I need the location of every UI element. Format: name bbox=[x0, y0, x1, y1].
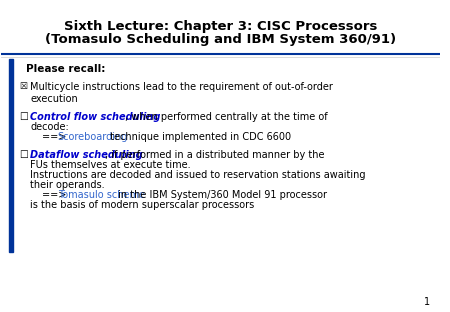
Text: Dataflow scheduling: Dataflow scheduling bbox=[31, 150, 143, 160]
Text: (Tomasulo Scheduling and IBM System 360/91): (Tomasulo Scheduling and IBM System 360/… bbox=[45, 33, 396, 46]
Text: ☒: ☒ bbox=[19, 82, 27, 91]
Text: decode:: decode: bbox=[31, 122, 69, 132]
Text: FUs themselves at execute time.: FUs themselves at execute time. bbox=[31, 160, 191, 170]
Text: technique implemented in CDC 6600: technique implemented in CDC 6600 bbox=[107, 132, 291, 142]
Text: their operands.: their operands. bbox=[31, 180, 105, 190]
Text: 1: 1 bbox=[424, 297, 430, 307]
Text: ==>: ==> bbox=[42, 132, 70, 142]
Text: Scoreboarding: Scoreboarding bbox=[58, 132, 128, 142]
Text: is the basis of modern superscalar processors: is the basis of modern superscalar proce… bbox=[31, 200, 255, 210]
Bar bbox=[9, 59, 13, 252]
Text: Sixth Lecture: Chapter 3: CISC Processors: Sixth Lecture: Chapter 3: CISC Processor… bbox=[64, 20, 377, 33]
Text: in the IBM System/360 Model 91 processor: in the IBM System/360 Model 91 processor bbox=[115, 190, 327, 200]
Text: Control flow scheduling: Control flow scheduling bbox=[31, 112, 161, 122]
Text: ☐: ☐ bbox=[19, 150, 27, 160]
Text: ==>: ==> bbox=[42, 190, 70, 200]
Text: Instructions are decoded and issued to reservation stations awaiting: Instructions are decoded and issued to r… bbox=[31, 170, 366, 180]
Text: Tomasulo scheme: Tomasulo scheme bbox=[58, 190, 145, 200]
Text: ☐: ☐ bbox=[19, 112, 27, 122]
Text: Multicycle instructions lead to the requirement of out-of-order
execution: Multicycle instructions lead to the requ… bbox=[31, 82, 333, 104]
Text: , if performed in a distributed manner by the: , if performed in a distributed manner b… bbox=[104, 150, 324, 160]
Text: Please recall:: Please recall: bbox=[26, 64, 105, 74]
Text: , when performed centrally at the time of: , when performed centrally at the time o… bbox=[125, 112, 327, 122]
